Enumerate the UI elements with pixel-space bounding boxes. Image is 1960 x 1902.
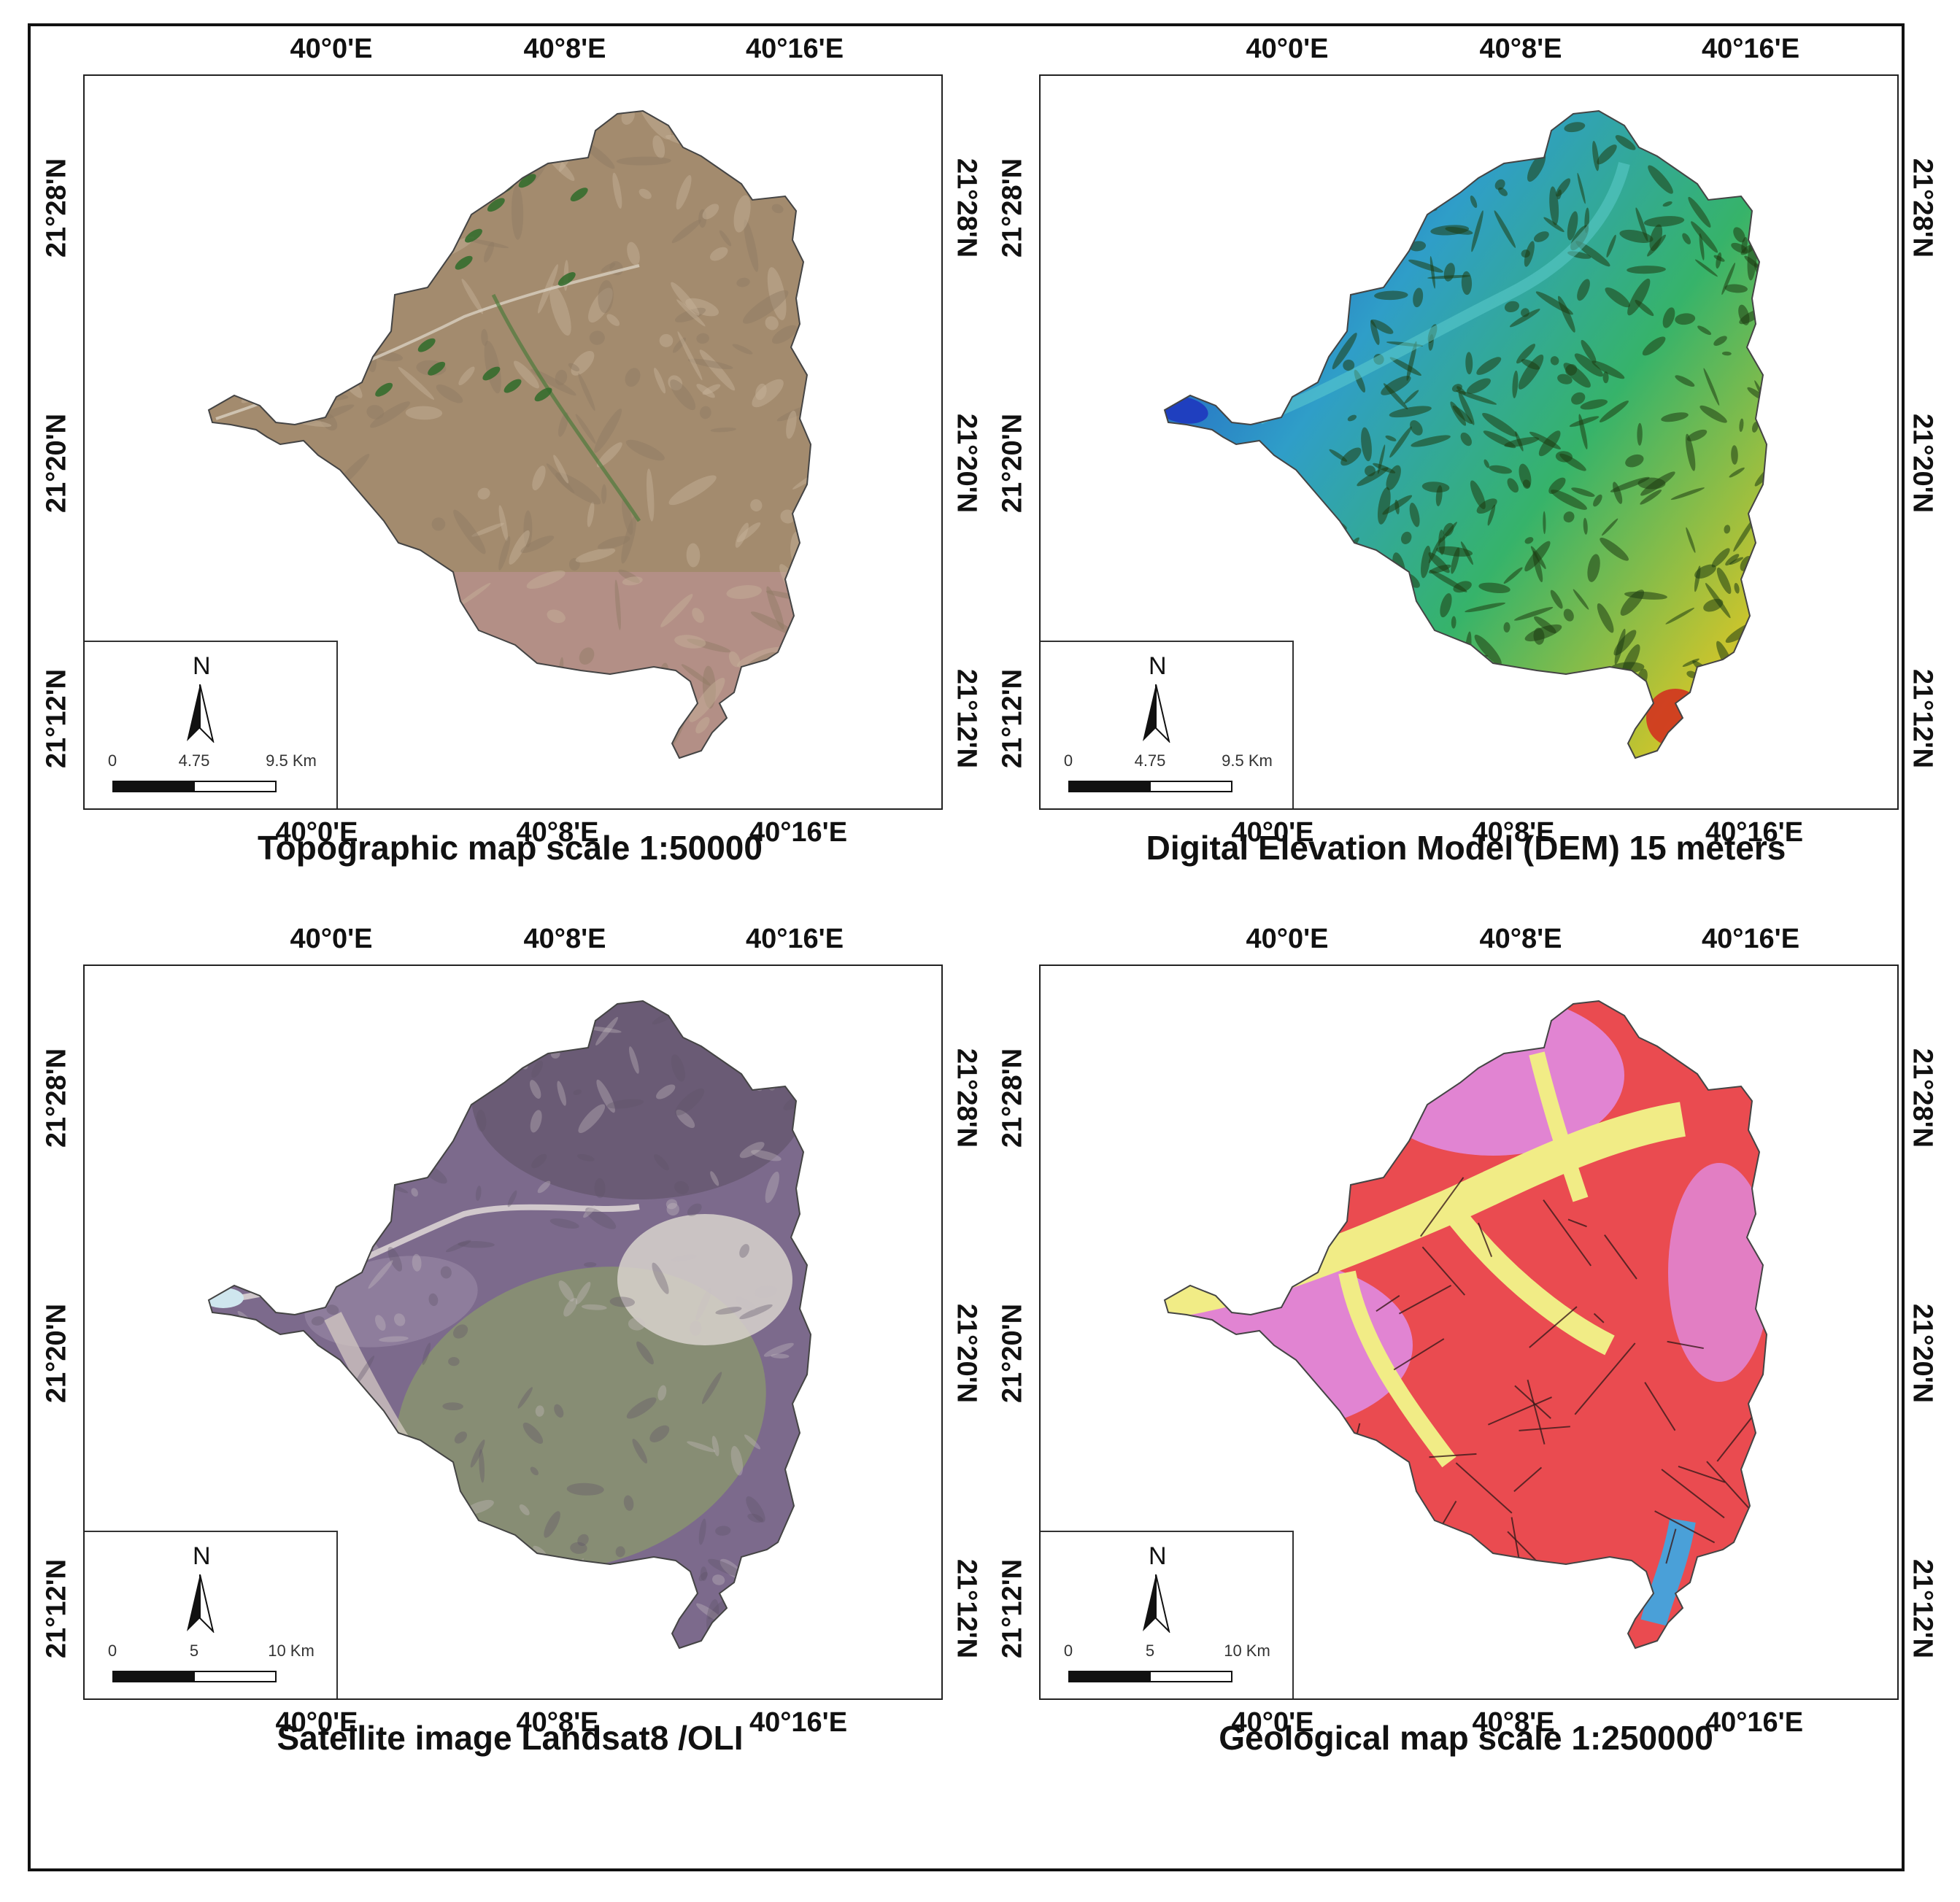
map-image [1163, 1000, 1768, 1650]
panel-caption: Geological map scale 1:250000 [1219, 1719, 1713, 1757]
scale-bar-label: 0 [1063, 1642, 1073, 1660]
lon-tick-bottom: 40°16'E [1705, 817, 1804, 848]
lon-tick-top: 40°8'E [1479, 34, 1562, 64]
lat-tick-right: 21°20'N [1907, 1303, 1938, 1404]
scale-bar-label: 5 [1145, 1642, 1155, 1660]
lat-tick-right: 21°12'N [1907, 1558, 1938, 1659]
north-label: N [1149, 1542, 1167, 1570]
legend-box: N 0 5 10 Km [85, 1531, 338, 1698]
lon-tick-top: 40°0'E [1246, 34, 1329, 64]
scale-bar [1068, 1671, 1232, 1682]
lat-tick-right: 21°12'N [951, 1558, 982, 1659]
lon-tick-top: 40°0'E [290, 924, 373, 954]
scale-bar-label: 4.75 [1134, 751, 1166, 770]
lat-tick-left: 21°28'N [41, 158, 72, 258]
map-frame: N 0 4.75 9.5 Km [1039, 74, 1899, 810]
lon-tick-top: 40°16'E [1701, 34, 1800, 64]
watershed-boundary [207, 1000, 812, 1650]
watershed-boundary [207, 109, 812, 759]
legend-box: N 0 4.75 9.5 Km [1041, 641, 1294, 808]
scale-bar-label: 0 [107, 1642, 117, 1660]
north-arrow-icon [187, 684, 215, 743]
lon-tick-bottom: 40°0'E [1231, 1707, 1314, 1738]
lon-tick-bottom: 40°16'E [1705, 1707, 1804, 1738]
lat-tick-right: 21°28'N [951, 1048, 982, 1148]
panel-caption: Satellite image Landsat8 /OLI [277, 1719, 744, 1757]
lon-tick-bottom: 40°16'E [749, 1707, 848, 1738]
lat-tick-right: 21°20'N [951, 1303, 982, 1404]
lon-tick-bottom: 40°8'E [1472, 817, 1555, 848]
lon-tick-top: 40°8'E [1479, 924, 1562, 954]
lon-tick-top: 40°16'E [745, 34, 844, 64]
scale-bar-label: 0 [1063, 751, 1073, 770]
lon-tick-bottom: 40°16'E [749, 817, 848, 848]
scale-bar-label: 10 Km [268, 1642, 315, 1660]
figure-border [28, 23, 1905, 1871]
lat-tick-right: 21°28'N [1907, 158, 1938, 258]
lon-tick-top: 40°0'E [290, 34, 373, 64]
lon-tick-bottom: 40°8'E [516, 817, 599, 848]
scale-bar-label: 4.75 [178, 751, 210, 770]
scale-bar-label: 9.5 Km [266, 751, 317, 770]
map-frame: N 0 5 10 Km [83, 964, 943, 1700]
lat-tick-right: 21°12'N [1907, 668, 1938, 769]
lon-tick-bottom: 40°0'E [1231, 817, 1314, 848]
scale-bar-label: 10 Km [1224, 1642, 1270, 1660]
lon-tick-top: 40°0'E [1246, 924, 1329, 954]
lat-tick-right: 21°28'N [1907, 1048, 1938, 1148]
legend-box: N 0 5 10 Km [1041, 1531, 1294, 1698]
scale-bar-label: 5 [189, 1642, 199, 1660]
lon-tick-top: 40°8'E [523, 924, 606, 954]
panel-geological-map: 40°0'E 40°8'E 40°16'E 40°0'E 40°8'E 40°16'E 21… [985, 912, 1947, 1773]
panel-satellite-image: 40°0'E 40°8'E 40°16'E 40°0'E 40°8'E 40°16'E 21… [29, 912, 991, 1773]
lon-tick-bottom: 40°0'E [275, 1707, 358, 1738]
lat-tick-left: 21°28'N [997, 1048, 1028, 1148]
lat-tick-left: 21°12'N [41, 1558, 72, 1659]
map-frame: N 0 5 10 Km [1039, 964, 1899, 1700]
north-arrow-icon [1143, 684, 1170, 743]
lon-tick-top: 40°16'E [1701, 924, 1800, 954]
lat-tick-right: 21°20'N [1907, 413, 1938, 514]
lat-tick-right: 21°28'N [951, 158, 982, 258]
lat-tick-left: 21°20'N [997, 1303, 1028, 1404]
lat-tick-left: 21°20'N [41, 1303, 72, 1404]
lon-tick-top: 40°8'E [523, 34, 606, 64]
scale-bar [112, 1671, 277, 1682]
lat-tick-left: 21°12'N [41, 668, 72, 769]
lat-tick-left: 21°28'N [41, 1048, 72, 1148]
lat-tick-left: 21°12'N [997, 668, 1028, 769]
lat-tick-right: 21°12'N [951, 668, 982, 769]
panel-topographic-map: 40°0'E 40°8'E 40°16'E 40°0'E 40°8'E 40°16'E 21… [29, 22, 991, 883]
watershed-boundary [1163, 1000, 1768, 1650]
scale-bar [1068, 781, 1232, 792]
north-label: N [1149, 652, 1167, 680]
watershed-boundary [1163, 109, 1768, 759]
scale-bar [112, 781, 277, 792]
lat-tick-left: 21°20'N [41, 413, 72, 514]
north-label: N [193, 1542, 211, 1570]
scale-bar-label: 9.5 Km [1222, 751, 1273, 770]
lon-tick-bottom: 40°8'E [1472, 1707, 1555, 1738]
lat-tick-left: 21°28'N [997, 158, 1028, 258]
scale-bar-label: 0 [107, 751, 117, 770]
panel-caption: Digital Elevation Model (DEM) 15 meters [1146, 829, 1786, 867]
lon-tick-bottom: 40°0'E [275, 817, 358, 848]
north-arrow-icon [1143, 1574, 1170, 1633]
panel-caption: Topographic map scale 1:50000 [258, 829, 763, 867]
lat-tick-right: 21°20'N [951, 413, 982, 514]
north-label: N [193, 652, 211, 680]
lat-tick-left: 21°12'N [997, 1558, 1028, 1659]
lon-tick-top: 40°16'E [745, 924, 844, 954]
lon-tick-bottom: 40°8'E [516, 1707, 599, 1738]
lat-tick-left: 21°20'N [997, 413, 1028, 514]
legend-box: N 0 4.75 9.5 Km [85, 641, 338, 808]
map-frame: N 0 4.75 9.5 Km [83, 74, 943, 810]
north-arrow-icon [187, 1574, 215, 1633]
panel-dem: 40°0'E 40°8'E 40°16'E 40°0'E 40°8'E 40°16'E 21… [985, 22, 1947, 883]
